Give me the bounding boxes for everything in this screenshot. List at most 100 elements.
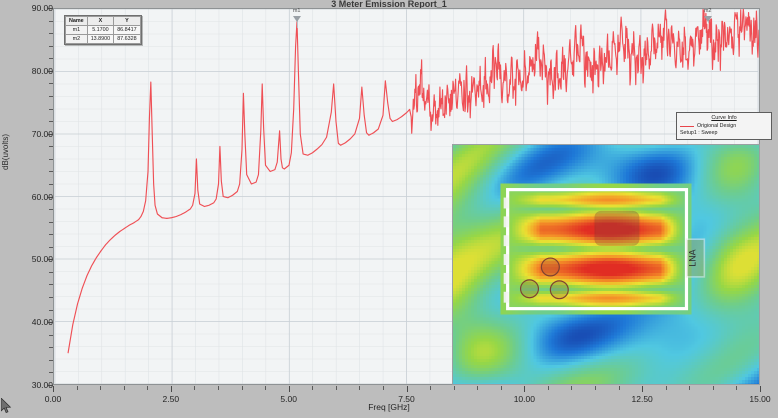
- y-minor-tick-mark: [49, 58, 53, 60]
- col-x: X: [86, 16, 115, 26]
- field-heatmap: LNA: [453, 145, 759, 384]
- y-minor-tick-mark: [49, 372, 53, 374]
- y-minor-tick-mark: [49, 70, 53, 72]
- y-minor-tick-mark: [49, 133, 53, 135]
- y-axis: dB(uvolts) 30.00 40.00 50.00 60.00 70.00 80.0…: [0, 0, 53, 395]
- legend-swatch-icon: [680, 125, 694, 127]
- chart-marker-label: m2: [703, 8, 712, 14]
- x-minor-tick-mark: [335, 386, 337, 390]
- y-minor-tick-mark: [49, 171, 53, 173]
- x-minor-tick-mark: [288, 386, 290, 390]
- emission-curve: [67, 9, 759, 354]
- x-minor-tick-mark: [265, 386, 267, 390]
- x-minor-tick-mark: [100, 386, 102, 390]
- y-minor-tick-mark: [49, 347, 53, 349]
- x-minor-tick-mark: [477, 386, 479, 390]
- marker-y: 87.6328: [113, 34, 141, 44]
- marker-x: 5.1700: [86, 25, 115, 35]
- x-minor-tick-mark: [53, 386, 54, 390]
- legend-entry[interactable]: Origional Design: [680, 123, 768, 129]
- y-minor-tick-mark: [49, 234, 53, 236]
- y-minor-tick-mark: [49, 108, 53, 110]
- y-minor-tick-mark: [49, 221, 53, 223]
- y-minor-tick-mark: [49, 8, 53, 9]
- table-row[interactable]: m2 13.8900 87.6328: [65, 34, 141, 44]
- y-minor-tick-mark: [49, 209, 53, 211]
- y-minor-tick-mark: [49, 158, 53, 160]
- y-minor-tick-mark: [49, 385, 53, 386]
- field-overlay-inset[interactable]: LNA: [452, 144, 760, 385]
- x-minor-tick-mark: [500, 386, 502, 390]
- col-name: Name: [65, 16, 88, 26]
- y-minor-tick-mark: [49, 183, 53, 185]
- y-minor-tick-mark: [49, 297, 53, 299]
- y-minor-tick-mark: [49, 45, 53, 47]
- x-minor-tick-mark: [453, 386, 455, 390]
- x-axis: 0.00 2.50 5.00 7.50 10.00 12.50 15.00: [0, 386, 778, 410]
- x-minor-tick-mark: [241, 386, 243, 390]
- marker-table[interactable]: Name X Y m1 5.1700 86.8417 m2 13.8900 87…: [64, 15, 142, 45]
- y-minor-tick-mark: [49, 334, 53, 336]
- y-tick-label: 60.00: [31, 191, 53, 202]
- y-minor-tick-mark: [49, 322, 53, 324]
- y-minor-tick-mark: [49, 259, 53, 261]
- x-tick-label: 10.00: [513, 394, 535, 404]
- y-minor-tick-mark: [49, 121, 53, 123]
- x-minor-tick-mark: [547, 386, 549, 390]
- marker-x: 13.8900: [86, 34, 115, 44]
- x-minor-tick-mark: [312, 386, 314, 390]
- marker-table-grid: Name X Y m1 5.1700 86.8417 m2 13.8900 87…: [65, 16, 141, 44]
- x-tick-label: 0.00: [44, 394, 62, 404]
- x-minor-tick-mark: [595, 386, 597, 390]
- legend-series-name: Origional Design: [697, 123, 737, 129]
- y-tick-label: 50.00: [31, 254, 53, 265]
- x-minor-tick-mark: [642, 386, 644, 390]
- legend-series-setup: Setup1 : Sweep: [680, 130, 718, 136]
- marker-name: m1: [65, 25, 88, 35]
- x-tick-label: 2.50: [162, 394, 180, 404]
- x-minor-tick-mark: [406, 386, 408, 390]
- y-tick-label: 70.00: [31, 128, 53, 139]
- legend[interactable]: Curve Info Origional Design Setup1 : Swe…: [676, 112, 772, 140]
- col-y: Y: [113, 16, 141, 26]
- x-minor-tick-mark: [712, 386, 714, 390]
- y-minor-tick-mark: [49, 284, 53, 286]
- y-minor-tick-mark: [49, 83, 53, 85]
- inset-port-label: LNA: [687, 249, 697, 266]
- x-minor-tick-mark: [524, 386, 526, 390]
- y-tick-label: 30.00: [31, 380, 53, 390]
- x-minor-tick-mark: [382, 386, 384, 390]
- x-minor-tick-mark: [359, 386, 361, 390]
- x-minor-tick-mark: [760, 386, 761, 390]
- x-minor-tick-mark: [430, 386, 432, 390]
- y-minor-tick-mark: [49, 359, 53, 361]
- mouse-cursor-icon: [1, 398, 12, 414]
- y-minor-tick-mark: [49, 309, 53, 311]
- x-axis-title: Freq [GHz]: [368, 402, 410, 412]
- y-minor-tick-mark: [49, 271, 53, 273]
- y-tick-label: 40.00: [31, 317, 53, 328]
- x-minor-tick-mark: [147, 386, 149, 390]
- y-minor-tick-mark: [49, 196, 53, 198]
- x-minor-tick-mark: [736, 386, 738, 390]
- x-tick-label: 5.00: [280, 394, 297, 404]
- x-minor-tick-mark: [170, 386, 172, 390]
- x-tick-label: 15.00: [749, 394, 771, 404]
- y-tick-label: 90.00: [31, 3, 53, 13]
- chart-marker-arrow-icon: [292, 16, 301, 22]
- marker-name: m2: [65, 34, 88, 44]
- y-minor-tick-mark: [49, 95, 53, 97]
- y-minor-tick-mark: [49, 20, 53, 22]
- table-header-row: Name X Y: [65, 16, 141, 26]
- legend-title: Curve Info: [711, 115, 737, 121]
- x-tick-label: 12.50: [631, 394, 653, 404]
- y-tick-label: 80.00: [31, 65, 53, 76]
- y-minor-tick-mark: [49, 146, 53, 148]
- x-minor-tick-mark: [665, 386, 667, 390]
- x-minor-tick-mark: [689, 386, 691, 390]
- x-minor-tick-mark: [123, 386, 125, 390]
- y-minor-tick-mark: [49, 33, 53, 35]
- table-row[interactable]: m1 5.1700 86.8417: [65, 25, 141, 35]
